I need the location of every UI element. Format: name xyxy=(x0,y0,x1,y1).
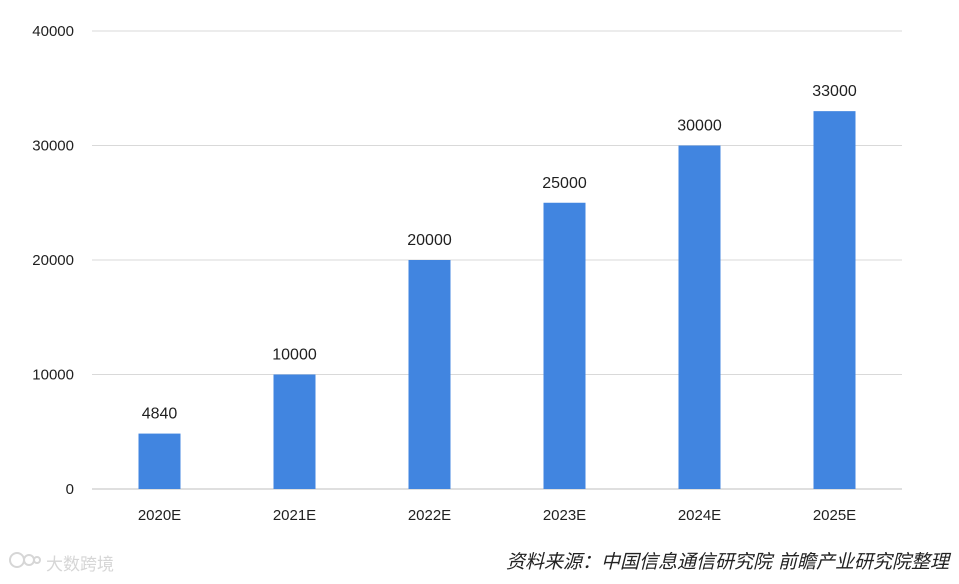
bar-2025E xyxy=(813,111,856,490)
y-tick-label: 30000 xyxy=(32,138,74,155)
x-tick-label-2025E: 2025E xyxy=(813,507,856,524)
data-label-2021E: 10000 xyxy=(272,347,317,364)
gridlines xyxy=(92,30,902,490)
bar-2021E xyxy=(273,374,316,489)
x-tick-label-2021E: 2021E xyxy=(273,507,316,524)
x-tick-label-2020E: 2020E xyxy=(138,507,181,524)
y-tick-label: 20000 xyxy=(32,252,74,269)
bar-2020E xyxy=(138,433,181,489)
y-tick-label: 10000 xyxy=(32,367,74,384)
bar-2022E xyxy=(408,260,451,489)
watermark: 大数跨境 xyxy=(8,549,114,576)
data-label-2020E: 4840 xyxy=(142,406,178,423)
watermark-logo-icon xyxy=(8,549,42,576)
data-label-2022E: 20000 xyxy=(407,232,452,249)
data-label-2023E: 25000 xyxy=(542,175,587,192)
source-note: 资料来源：中国信息通信研究院 前瞻产业研究院整理 xyxy=(505,551,949,573)
x-tick-label-2024E: 2024E xyxy=(678,507,721,524)
x-axis-tick-labels: 2020E 2021E 2022E 2023E 2024E 2025E xyxy=(138,507,856,524)
x-tick-label-2023E: 2023E xyxy=(543,507,586,524)
data-label-2024E: 30000 xyxy=(677,118,722,135)
y-tick-label: 0 xyxy=(66,481,74,498)
y-axis-tick-labels: 0 10000 20000 30000 40000 xyxy=(32,23,74,498)
bar-2024E xyxy=(678,145,721,489)
x-tick-label-2022E: 2022E xyxy=(408,507,451,524)
bar-2023E xyxy=(543,202,586,489)
bars xyxy=(138,111,856,490)
y-tick-label: 40000 xyxy=(32,23,74,40)
watermark-text: 大数跨境 xyxy=(46,555,114,575)
data-labels: 4840 10000 20000 25000 30000 33000 xyxy=(142,83,857,422)
data-label-2025E: 33000 xyxy=(812,83,857,100)
